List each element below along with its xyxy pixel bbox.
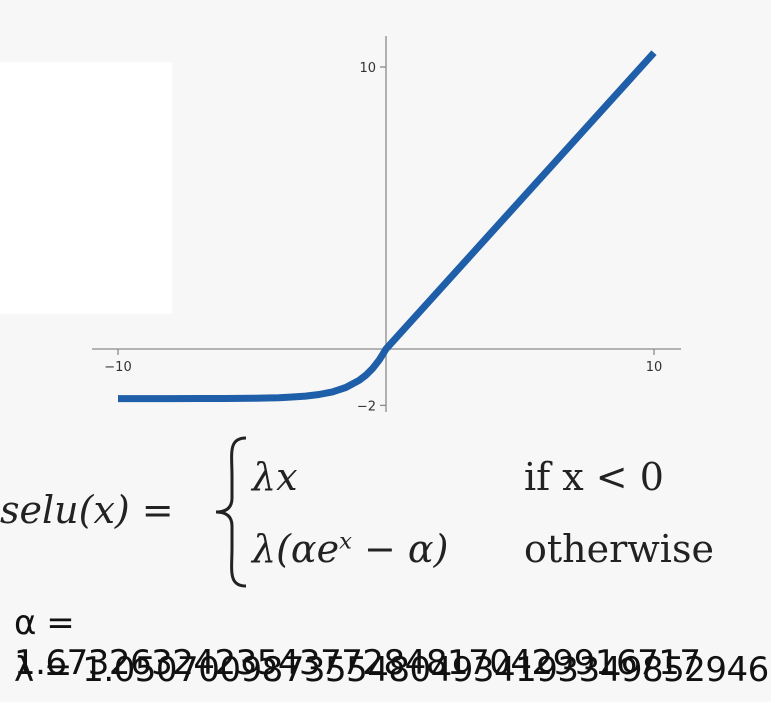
case1-condition: if x < 0: [524, 455, 664, 499]
case2-expr-suffix: − α): [352, 527, 448, 571]
selu-plot: −10 10 10 −2: [0, 0, 771, 440]
case2-expr-sup: x: [339, 528, 352, 554]
case1-expression: λx: [252, 455, 298, 499]
case2-expression: λ(αex − α): [252, 527, 448, 571]
case2-expr-prefix: λ(αe: [252, 527, 339, 571]
brace-icon: [212, 432, 252, 592]
y-tick-label-10: 10: [359, 61, 376, 76]
y-tick-label-neg2: −2: [357, 399, 376, 414]
case1-expr-text: λx: [252, 455, 298, 499]
case2-condition: otherwise: [524, 527, 714, 571]
lambda-constant: λ = 1.0507009873554804934193349852946: [14, 650, 769, 690]
x-tick-label-10: 10: [646, 360, 663, 375]
formula-lhs: selu(x) =: [0, 488, 174, 532]
x-tick-label-neg10: −10: [104, 360, 131, 375]
